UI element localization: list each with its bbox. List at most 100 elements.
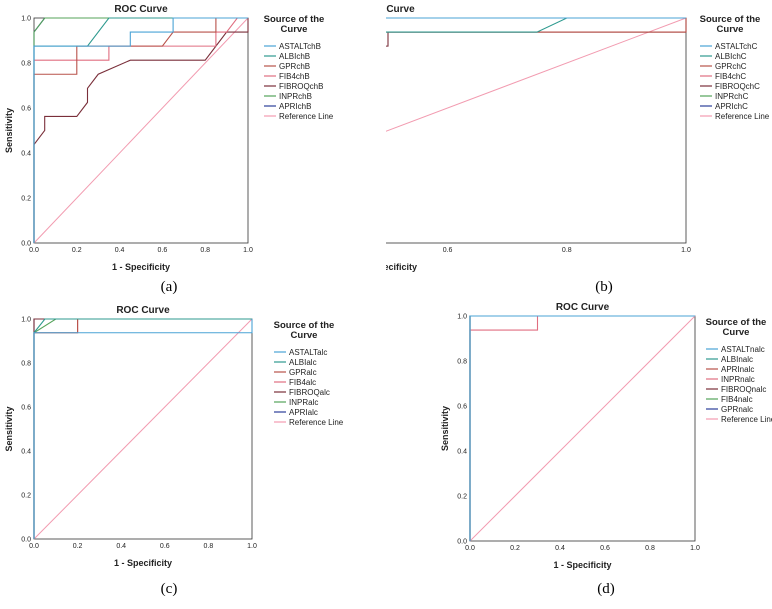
x-tick-label: 0.0 xyxy=(29,543,39,550)
chart-group-c: ROC Curve 0.0 0.2 0.4 0.6 0.8 1.0 0.0 0.2 0.4 0.6 0… xyxy=(4,305,344,597)
x-tick-label: 1.0 xyxy=(681,247,691,254)
legend-entry: FIBROQnalc xyxy=(721,385,766,394)
y-tick-label: 1.0 xyxy=(21,16,31,23)
y-axis-label: Sensitivity xyxy=(4,406,14,451)
legend-entry: ASTALTnalc xyxy=(721,345,765,354)
x-tick-label: 0.6 xyxy=(600,545,610,552)
y-tick-label: 0.6 xyxy=(457,404,467,411)
roc-line-aprichc xyxy=(89,17,686,243)
legend-entry: FIB4chC xyxy=(715,72,746,81)
y-tick-label: 0.8 xyxy=(21,61,31,68)
legend-entry: ASTALTchB xyxy=(279,42,321,51)
y-tick-label: 0.2 xyxy=(457,494,467,501)
legend-entry: APRIchC xyxy=(715,102,748,111)
legend-title: Source of the xyxy=(700,14,761,25)
roc-line-gprchc xyxy=(89,18,687,243)
legend-entry: ALBIalc xyxy=(289,358,317,367)
roc-line-inprchc xyxy=(89,17,686,243)
panel-label: (d) xyxy=(597,581,615,597)
roc-panel-d: ROC Curve 0.0 0.2 0.4 0.6 0.8 1.0 0.0 0.2 0.4 0.6 0… xyxy=(386,302,772,604)
legend-entry: INPRnalc xyxy=(721,375,755,384)
legend-title: Curve xyxy=(717,24,744,35)
y-tick-label: 0.0 xyxy=(457,539,467,546)
chart-group-a: ROC Curve 0.0 0.2 0.4 0.6 0.8 1.0 0.0 0.2 0.4 0.6 0… xyxy=(4,4,334,295)
y-tick-label: 0.6 xyxy=(21,106,31,113)
legend-entry: GPRchB xyxy=(279,62,310,71)
legend-entry: GPRnalc xyxy=(721,405,753,414)
x-tick-label: 0.0 xyxy=(29,247,39,254)
roc-line-astaltnalc xyxy=(469,315,695,541)
x-tick-label: 0.0 xyxy=(465,545,475,552)
roc-chart-a: ROC Curve 0.0 0.2 0.4 0.6 0.8 1.0 0.0 0.2 0.4 0.6 0… xyxy=(4,4,334,295)
roc-panel-b: ROC Curve0.00.20.40.60.81.00.00.20.40.60… xyxy=(60,0,772,302)
legend-entry: Reference Line xyxy=(715,112,770,121)
x-tick-label: 1.0 xyxy=(243,247,253,254)
legend-title: Source of the xyxy=(706,317,767,328)
roc-chart-d: ROC Curve 0.0 0.2 0.4 0.6 0.8 1.0 0.0 0.2 0.4 0.6 0… xyxy=(440,302,772,597)
chart-title: ROC Curve xyxy=(556,302,610,313)
roc-chart-b: ROC Curve0.00.20.40.60.81.00.00.20.40.60… xyxy=(60,4,770,295)
chart-group-b: ROC Curve0.00.20.40.60.81.00.00.20.40.60… xyxy=(60,4,770,295)
legend-entry: INPRchB xyxy=(279,92,312,101)
y-tick-label: 1.0 xyxy=(457,314,467,321)
y-tick-label: 0.4 xyxy=(21,151,31,158)
legend-entry: FIB4alc xyxy=(289,378,316,387)
legend-entry: INPRalc xyxy=(289,398,318,407)
legend-entry: APRInalc xyxy=(721,365,754,374)
y-tick-label: 0.4 xyxy=(457,449,467,456)
legend-entry: APRIalc xyxy=(289,408,318,417)
x-tick-label: 0.4 xyxy=(555,545,565,552)
y-tick-label: 0.2 xyxy=(21,196,31,203)
roc-line-albichc xyxy=(89,17,686,243)
x-tick-label: 0.2 xyxy=(510,545,520,552)
roc-line-reference-line xyxy=(89,17,687,244)
y-tick-label: 0.0 xyxy=(21,241,31,248)
x-axis-label: 1 - Specificity xyxy=(114,558,172,568)
x-axis-label: 1 - Specificity xyxy=(112,262,170,272)
chart-title: ROC Curve xyxy=(114,4,168,15)
y-tick-label: 1.0 xyxy=(21,317,31,324)
x-tick-label: 0.6 xyxy=(443,247,453,254)
plot-frame xyxy=(89,17,687,244)
chart-title: ROC Curve xyxy=(116,305,170,316)
legend-entry: FIBROQchB xyxy=(279,82,323,91)
legend-title: Source of the xyxy=(264,14,325,25)
roc-line-fib4chc xyxy=(89,17,686,243)
legend-entry: ASTALTalc xyxy=(289,348,327,357)
roc-line-fib4chb xyxy=(33,17,248,243)
roc-chart-c: ROC Curve 0.0 0.2 0.4 0.6 0.8 1.0 0.0 0.2 0.4 0.6 0… xyxy=(4,305,344,597)
y-tick-label: 0.8 xyxy=(457,359,467,366)
legend-title: Curve xyxy=(723,327,750,338)
y-axis-label: Sensitivity xyxy=(4,108,14,153)
legend-title: Curve xyxy=(281,24,308,35)
y-tick-label: 0.8 xyxy=(21,361,31,368)
y-tick-label: 0.0 xyxy=(21,537,31,544)
roc-line-reference-line xyxy=(33,318,253,540)
roc-line-fibroqchc xyxy=(89,18,687,243)
roc-line-astaltalc xyxy=(33,319,253,539)
x-tick-label: 0.8 xyxy=(562,247,572,254)
x-tick-label: 1.0 xyxy=(247,543,257,550)
legend-entry: Reference Line xyxy=(279,112,334,121)
roc-line-astaltchb xyxy=(33,17,248,243)
x-tick-label: 1.0 xyxy=(690,545,700,552)
legend-entry: ASTALTchC xyxy=(715,42,758,51)
roc-line-fibroqchb xyxy=(33,18,249,243)
x-axis-label: 1 - Specificity xyxy=(386,262,417,272)
roc-line-astaltchc xyxy=(89,17,686,243)
x-tick-label: 0.4 xyxy=(115,247,125,254)
panel-label: (a) xyxy=(161,279,178,295)
roc-line-reference-line xyxy=(33,17,249,244)
legend-entry: GPRalc xyxy=(289,368,317,377)
legend-title: Curve xyxy=(291,330,318,341)
legend-entry: ALBIchC xyxy=(715,52,747,61)
x-axis-label: 1 - Specificity xyxy=(553,560,611,570)
legend-entry: FIB4chB xyxy=(279,72,310,81)
legend-entry: Reference Line xyxy=(721,415,772,424)
chart-group-d: ROC Curve 0.0 0.2 0.4 0.6 0.8 1.0 0.0 0.2 0.4 0.6 0… xyxy=(440,302,772,597)
x-tick-label: 0.8 xyxy=(645,545,655,552)
legend-entry: ALBIchB xyxy=(279,52,310,61)
chart-title: ROC Curve xyxy=(386,4,415,15)
legend-entry: FIBROQchC xyxy=(715,82,760,91)
panel-label: (b) xyxy=(595,279,613,295)
